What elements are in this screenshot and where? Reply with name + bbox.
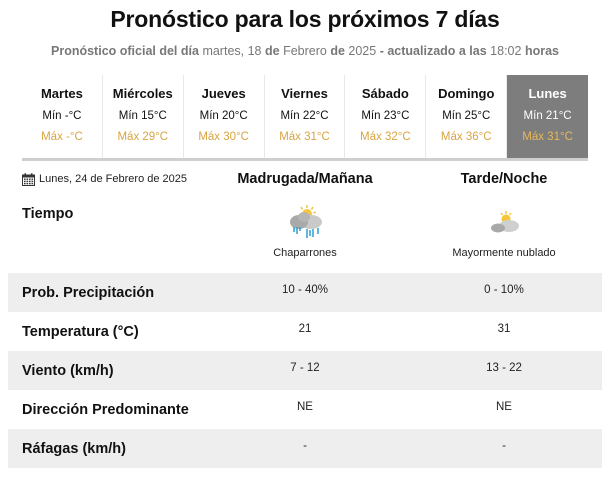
row-label: Prob. Precipitación bbox=[22, 284, 155, 301]
weather-morning: Chaparrones bbox=[205, 203, 405, 259]
row-value-afternoon: NE bbox=[496, 401, 512, 413]
tab-martes[interactable]: Martes Mín -°C Máx -°C bbox=[22, 75, 103, 158]
tab-max-temp: Máx 31°C bbox=[279, 131, 330, 143]
row-value-afternoon: 13 - 22 bbox=[486, 362, 522, 374]
row-value-morning: 7 - 12 bbox=[290, 362, 320, 374]
page-title: Pronóstico para los próximos 7 días bbox=[110, 6, 500, 32]
tab-bar-underline bbox=[22, 158, 588, 161]
subtitle-year: 2025 bbox=[348, 44, 377, 58]
tab-min-temp: Mín 15°C bbox=[118, 110, 167, 122]
tab-viernes[interactable]: Viernes Mín 22°C Máx 31°C bbox=[265, 75, 346, 158]
weather-morning-desc: Chaparrones bbox=[273, 247, 337, 259]
subtitle-prefix: Pronóstico oficial del día bbox=[51, 44, 199, 58]
tab-day-label: Viernes bbox=[281, 86, 328, 101]
table-row: Temperatura (°C) 21 31 bbox=[8, 312, 602, 351]
forecast-subtitle: Pronóstico oficial del día martes, 18 de… bbox=[0, 44, 610, 58]
tab-day-label: Jueves bbox=[201, 86, 246, 101]
showers-partly-sunny-icon bbox=[290, 205, 322, 238]
row-value-morning: 10 - 40% bbox=[281, 284, 329, 296]
subtitle-date: martes, 18 bbox=[202, 44, 262, 58]
tab-day-label: Miércoles bbox=[112, 86, 173, 101]
tab-day-label: Martes bbox=[40, 86, 83, 101]
selected-date: Lunes, 24 de Febrero de 2025 bbox=[22, 171, 187, 187]
tab-max-temp: Máx 36°C bbox=[440, 131, 492, 143]
table-row: Dirección Predominante NE NE bbox=[8, 390, 602, 429]
tab-max-temp: Máx 32°C bbox=[360, 131, 411, 143]
tab-min-temp: Mín 25°C bbox=[442, 110, 491, 122]
subtitle-de: de bbox=[330, 44, 345, 58]
row-label: Ráfagas (km/h) bbox=[22, 440, 126, 457]
tab-max-temp: Máx 31°C bbox=[522, 131, 573, 143]
calendar-icon bbox=[22, 172, 35, 186]
tab-sabado[interactable]: Sábado Mín 23°C Máx 32°C bbox=[345, 75, 427, 158]
day-tabs: Martes Mín -°C Máx -°C Miércoles Mín 15°… bbox=[22, 75, 589, 158]
row-label: Dirección Predominante bbox=[22, 401, 189, 418]
row-value-morning: NE bbox=[297, 401, 313, 413]
tab-min-temp: Mín 23°C bbox=[361, 110, 410, 122]
row-value-morning: 21 bbox=[298, 323, 312, 335]
row-value-afternoon: - bbox=[502, 440, 506, 452]
subtitle-updated: - actualizado a las bbox=[379, 44, 487, 58]
subtitle-hours: horas bbox=[524, 44, 559, 58]
tab-day-label: Sábado bbox=[361, 86, 409, 101]
mostly-cloudy-icon bbox=[491, 211, 519, 233]
subtitle-month: Febrero bbox=[283, 44, 327, 58]
tab-min-temp: Mín -°C bbox=[42, 110, 82, 122]
tab-day-label: Lunes bbox=[528, 86, 567, 101]
row-value-morning: - bbox=[303, 440, 307, 452]
period-header-morning: Madrugada/Mañana bbox=[237, 171, 373, 187]
forecast-table: Prob. Precipitación 10 - 40% 0 - 10% Tem… bbox=[8, 273, 602, 468]
row-label: Viento (km/h) bbox=[22, 362, 114, 379]
table-row: Prob. Precipitación 10 - 40% 0 - 10% bbox=[8, 273, 602, 312]
tab-domingo[interactable]: Domingo Mín 25°C Máx 36°C bbox=[426, 75, 508, 158]
weather-afternoon-desc: Mayormente nublado bbox=[452, 247, 556, 259]
weather-label: Tiempo bbox=[22, 206, 74, 222]
tab-min-temp: Mín 21°C bbox=[523, 110, 572, 122]
weather-afternoon: Mayormente nublado bbox=[404, 203, 604, 259]
tab-day-label: Domingo bbox=[438, 86, 495, 101]
row-value-afternoon: 31 bbox=[497, 323, 511, 335]
selected-date-text: Lunes, 24 de Febrero de 2025 bbox=[39, 173, 188, 185]
subtitle-de: de bbox=[264, 44, 280, 58]
table-row: Viento (km/h) 7 - 12 13 - 22 bbox=[8, 351, 602, 390]
tab-max-temp: Máx -°C bbox=[41, 131, 83, 143]
table-row: Ráfagas (km/h) - - bbox=[8, 429, 602, 468]
tab-lunes[interactable]: Lunes Mín 21°C Máx 31°C bbox=[507, 75, 589, 158]
tab-min-temp: Mín 20°C bbox=[199, 110, 248, 122]
period-header-afternoon: Tarde/Noche bbox=[460, 171, 548, 187]
tab-miercoles[interactable]: Miércoles Mín 15°C Máx 29°C bbox=[103, 75, 184, 158]
tab-max-temp: Máx 30°C bbox=[198, 131, 249, 143]
tab-jueves[interactable]: Jueves Mín 20°C Máx 30°C bbox=[184, 75, 265, 158]
subtitle-time: 18:02 bbox=[490, 44, 522, 58]
row-value-afternoon: 0 - 10% bbox=[484, 284, 524, 296]
row-label: Temperatura (°C) bbox=[22, 323, 139, 340]
tab-max-temp: Máx 29°C bbox=[117, 131, 169, 143]
tab-min-temp: Mín 22°C bbox=[280, 110, 329, 122]
